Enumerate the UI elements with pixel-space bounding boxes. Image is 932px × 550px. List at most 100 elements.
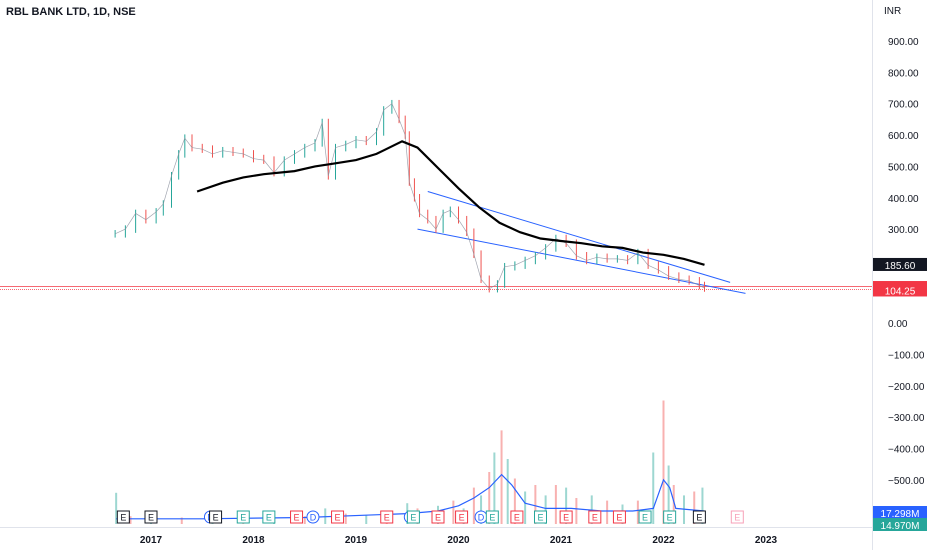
earnings-marker <box>692 510 706 524</box>
volume-bar <box>513 478 516 524</box>
price-axis-divider <box>872 0 873 550</box>
y-tick-label: −400.00 <box>888 445 925 456</box>
volume-axis-label: 17.298M <box>881 509 920 520</box>
earnings-marker <box>485 510 499 524</box>
earnings-marker <box>730 510 744 524</box>
chart-title: RBL BANK LTD, 1D, NSE <box>6 6 136 18</box>
earnings-marker-label: E <box>266 513 272 523</box>
earnings-marker-label: E <box>240 513 246 523</box>
earnings-marker <box>380 510 394 524</box>
earnings-marker <box>144 510 158 524</box>
dividend-marker-label: D <box>478 513 485 523</box>
y-tick-label: 900.00 <box>888 37 919 48</box>
channel-upper-line <box>427 191 731 283</box>
y-tick-label: −300.00 <box>888 413 925 424</box>
earnings-marker <box>406 510 420 524</box>
volume-bar <box>652 452 655 524</box>
volume-bar <box>701 487 704 524</box>
x-tick-label: 2022 <box>652 535 675 546</box>
earnings-marker-label: E <box>294 513 300 523</box>
volume-bar <box>488 472 491 524</box>
earnings-marker <box>116 510 130 524</box>
earnings-marker-label: E <box>384 513 390 523</box>
volume-axis-label: 14.970M <box>881 521 920 532</box>
x-tick-label: 2017 <box>140 535 163 546</box>
volume-bar <box>115 492 118 524</box>
earnings-marker-label: E <box>213 513 219 523</box>
channel-lower-line <box>417 228 746 294</box>
x-tick-label: 2023 <box>755 535 778 546</box>
earnings-marker <box>559 510 573 524</box>
volume-bar <box>303 516 306 524</box>
earnings-marker-label: E <box>616 513 622 523</box>
earnings-marker <box>455 510 469 524</box>
y-tick-label: 400.00 <box>888 194 919 205</box>
price-axis-label-box <box>873 283 927 297</box>
x-tick-label: 2019 <box>345 535 368 546</box>
volume-bar <box>693 491 696 524</box>
y-tick-label: −100.00 <box>888 351 925 362</box>
earnings-marker <box>331 510 345 524</box>
volume-bar <box>506 459 509 524</box>
y-tick-label: 600.00 <box>888 131 919 142</box>
volume-bar <box>575 498 578 524</box>
earnings-marker-label: E <box>335 513 341 523</box>
earnings-marker-label: E <box>514 513 520 523</box>
earnings-marker <box>588 510 602 524</box>
moving-average-line <box>196 140 705 266</box>
x-tick-label: 2018 <box>242 535 265 546</box>
earnings-marker-label: E <box>148 513 154 523</box>
volume-bar <box>472 487 475 524</box>
volume-bar <box>344 513 347 524</box>
earnings-marker <box>236 510 250 524</box>
volume-bar <box>452 500 455 524</box>
y-tick-label: 800.00 <box>888 68 919 79</box>
volume-bar <box>672 485 675 524</box>
y-tick-label: −500.00 <box>888 476 925 487</box>
x-tick-label: 2021 <box>550 535 573 546</box>
earnings-marker-label: E <box>696 513 702 523</box>
volume-bar <box>565 487 568 524</box>
earnings-marker-label: E <box>592 513 598 523</box>
volume-axis-label-box <box>873 506 927 519</box>
volume-bar <box>500 430 503 524</box>
earnings-marker-label: E <box>563 513 569 523</box>
y-tick-label: 300.00 <box>888 225 919 236</box>
earnings-marker-label: E <box>459 513 465 523</box>
earnings-marker <box>663 510 677 524</box>
earnings-marker-label: E <box>734 513 740 523</box>
price-axis-label-box <box>873 257 927 271</box>
dividend-marker-label: D <box>310 513 317 523</box>
y-tick-label: 500.00 <box>888 162 919 173</box>
volume-bar <box>534 485 537 524</box>
earnings-marker <box>262 510 276 524</box>
earnings-marker <box>534 510 547 524</box>
currency-label: INR <box>884 6 902 17</box>
earnings-marker-label: E <box>667 513 673 523</box>
earnings-marker <box>612 510 626 524</box>
price-line <box>114 103 705 290</box>
time-axis-divider <box>0 527 872 528</box>
volume-bar <box>524 491 527 524</box>
earnings-marker <box>638 510 652 524</box>
volume-bar <box>493 452 496 524</box>
earnings-marker-label: E <box>642 513 648 523</box>
x-tick-label: 2020 <box>447 535 470 546</box>
earnings-marker-label: E <box>120 513 126 523</box>
price-axis-label: 185.60 <box>885 261 916 272</box>
volume-bar <box>365 514 368 524</box>
earnings-marker <box>290 510 304 524</box>
earnings-marker-label: E <box>435 513 441 523</box>
earnings-marker-label: E <box>410 513 416 523</box>
y-tick-label: 0.00 <box>888 319 908 330</box>
earnings-marker <box>209 510 223 524</box>
volume-bar <box>480 495 483 524</box>
earnings-marker <box>510 510 524 524</box>
dividend-marker <box>306 510 320 524</box>
volume-bar <box>667 465 670 524</box>
volume-bar <box>636 500 639 524</box>
y-tick-label: 700.00 <box>888 100 919 111</box>
price-axis-label: 104.25 <box>885 286 916 297</box>
